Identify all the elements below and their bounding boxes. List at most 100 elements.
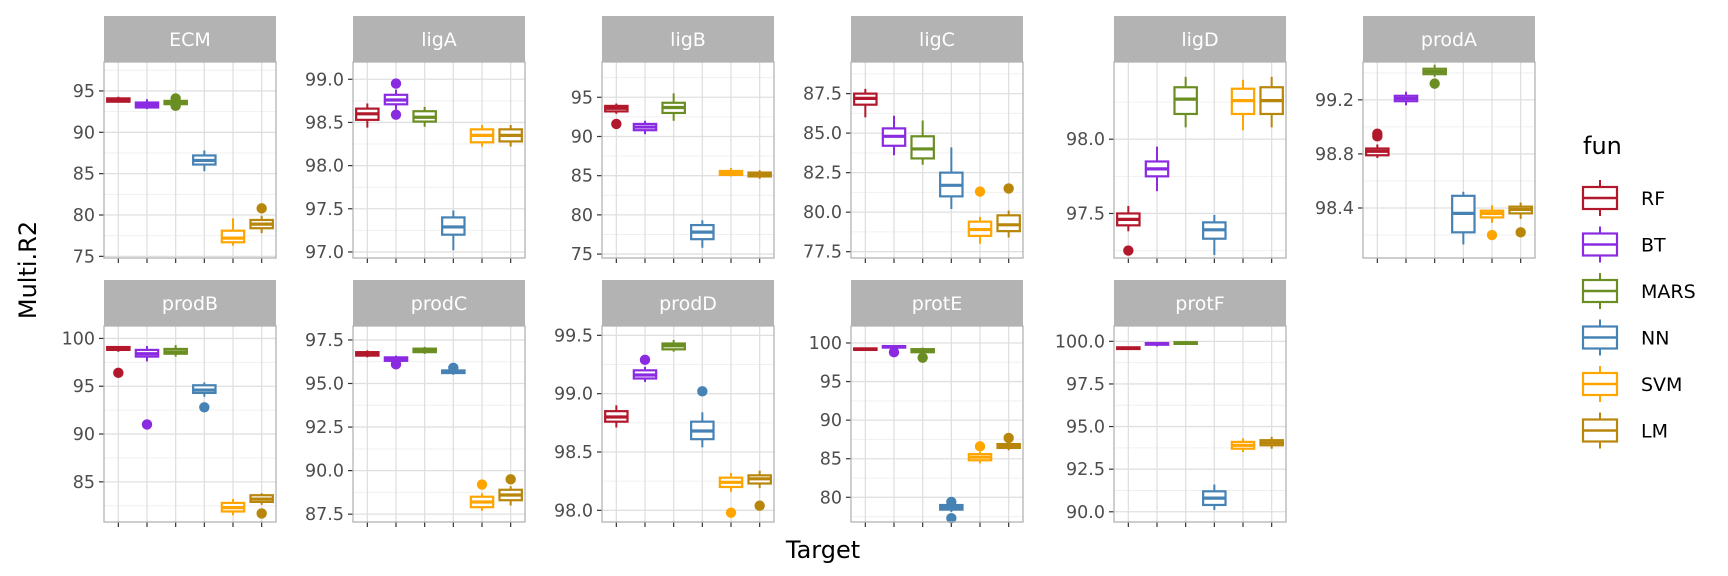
panel-background [104, 62, 276, 258]
box-ligb-rf [604, 103, 629, 130]
outlier-point [476, 479, 488, 490]
box-prodd-bt [632, 354, 658, 382]
panel-title: prodB [162, 293, 218, 315]
panel-title: ligD [1181, 29, 1218, 51]
y-tick-label: 100.0 [1055, 332, 1105, 352]
box-ligb-lm [747, 170, 772, 179]
box-protf-svm [1230, 438, 1256, 453]
box-liga-nn [441, 210, 466, 251]
panel-border [850, 325, 1024, 523]
panel-border [103, 61, 277, 259]
box-prodb-nn [192, 382, 217, 413]
y-tick-label: 75 [571, 245, 593, 265]
box-prote-nn [939, 496, 964, 524]
box-prodd-mars [661, 340, 686, 352]
box-prote-rf [853, 347, 878, 352]
y-tick-label: 97.5 [305, 200, 344, 220]
box-iqr [220, 229, 246, 244]
panel-prodb: prodB 85 90 95 100 [62, 280, 277, 527]
panel-strip [851, 16, 1023, 62]
box-ecm-lm [249, 203, 274, 234]
outlier-point [917, 352, 928, 363]
box-prodc-bt [383, 355, 409, 370]
y-tick-label: 98.0 [554, 501, 593, 521]
panel-border [601, 61, 775, 259]
panel-border [352, 61, 526, 259]
panel-prodc: prodC 87.5 90.0 92.5 95.0 97.5 [305, 280, 526, 527]
panel-liga: ligA 97.0 97.5 98.0 98.5 99.0 [305, 16, 526, 263]
panel-strip [353, 16, 525, 62]
box-ligd-bt [1144, 146, 1170, 192]
outlier-point [141, 419, 153, 430]
panel-background [602, 62, 774, 258]
panel-strip [104, 16, 276, 62]
outlier-point [639, 354, 651, 366]
box-prote-svm [967, 441, 993, 464]
panel-strip [353, 280, 525, 326]
panel-title: ligA [421, 29, 457, 51]
panel-strip [851, 280, 1023, 326]
panel-background [104, 326, 276, 522]
y-tick-label: 99.0 [305, 70, 344, 90]
y-tick-label: 80 [820, 488, 842, 508]
y-tick-label: 100 [809, 334, 842, 354]
outlier-point [170, 93, 181, 104]
box-protf-bt [1144, 341, 1170, 347]
box-ligc-nn [939, 147, 964, 209]
panel-background [602, 326, 774, 522]
box-prote-lm [996, 432, 1021, 451]
panel-proda: prodA 98.4 98.8 99.2 [1315, 16, 1536, 263]
legend-label: NN [1641, 328, 1669, 350]
y-tick-label: 95 [73, 82, 95, 102]
box-prodb-mars [163, 345, 188, 357]
y-tick-label: 87.5 [305, 505, 344, 525]
box-proda-rf [1365, 128, 1390, 158]
y-tick-label: 98.0 [1066, 130, 1105, 150]
panel-background [353, 326, 525, 522]
box-liga-bt [383, 78, 409, 120]
box-ligb-nn [690, 220, 715, 248]
panel-prote: protE 80 85 90 95 100 [809, 280, 1024, 527]
panel-title: protF [1175, 293, 1224, 315]
y-tick-label: 98.4 [1315, 199, 1354, 219]
y-tick-label: 90 [571, 127, 593, 147]
legend-label: LM [1641, 421, 1668, 443]
panel-title: prodA [1421, 29, 1477, 51]
outlier-point [390, 109, 402, 120]
y-tick-label: 95.0 [305, 374, 344, 394]
y-tick-label: 97.5 [305, 331, 344, 351]
panel-strip [1114, 16, 1286, 62]
panel-ligd: ligD 97.5 98.0 [1066, 16, 1287, 263]
panel-border [850, 61, 1024, 259]
y-tick-label: 85 [820, 450, 842, 470]
legend-item-rf: RF [1581, 180, 1665, 216]
box-ligb-bt [632, 120, 658, 135]
legend-item-svm: SVM [1581, 366, 1682, 402]
y-tick-label: 95 [571, 88, 593, 108]
box-ecm-mars [163, 93, 188, 112]
legend-title: fun [1583, 132, 1622, 160]
panel-background [1363, 62, 1535, 258]
outlier-point [1123, 245, 1134, 256]
y-tick-label: 85 [571, 167, 593, 187]
panel-prodd: prodD 98.0 98.5 99.0 99.5 [554, 280, 775, 527]
panel-strip [602, 280, 774, 326]
box-ligb-svm [718, 167, 744, 177]
legend-item-mars: MARS [1581, 273, 1696, 309]
y-tick-label: 97.0 [305, 243, 344, 263]
outlier-point [1372, 128, 1383, 139]
y-tick-label: 92.5 [1066, 460, 1105, 480]
panel-title: prodD [659, 293, 717, 315]
y-tick-label: 98.5 [305, 113, 344, 133]
outlier-point [390, 78, 402, 89]
y-tick-label: 80 [73, 206, 95, 226]
outlier-point [505, 474, 516, 485]
panel-background [1114, 326, 1286, 522]
box-ligc-rf [853, 88, 878, 118]
y-tick-label: 95.0 [1066, 418, 1105, 438]
legend-item-bt: BT [1581, 226, 1666, 263]
box-liga-svm [469, 125, 495, 147]
box-prodc-mars [412, 346, 437, 354]
y-tick-label: 92.5 [305, 418, 344, 438]
panel-title: prodC [411, 293, 467, 315]
